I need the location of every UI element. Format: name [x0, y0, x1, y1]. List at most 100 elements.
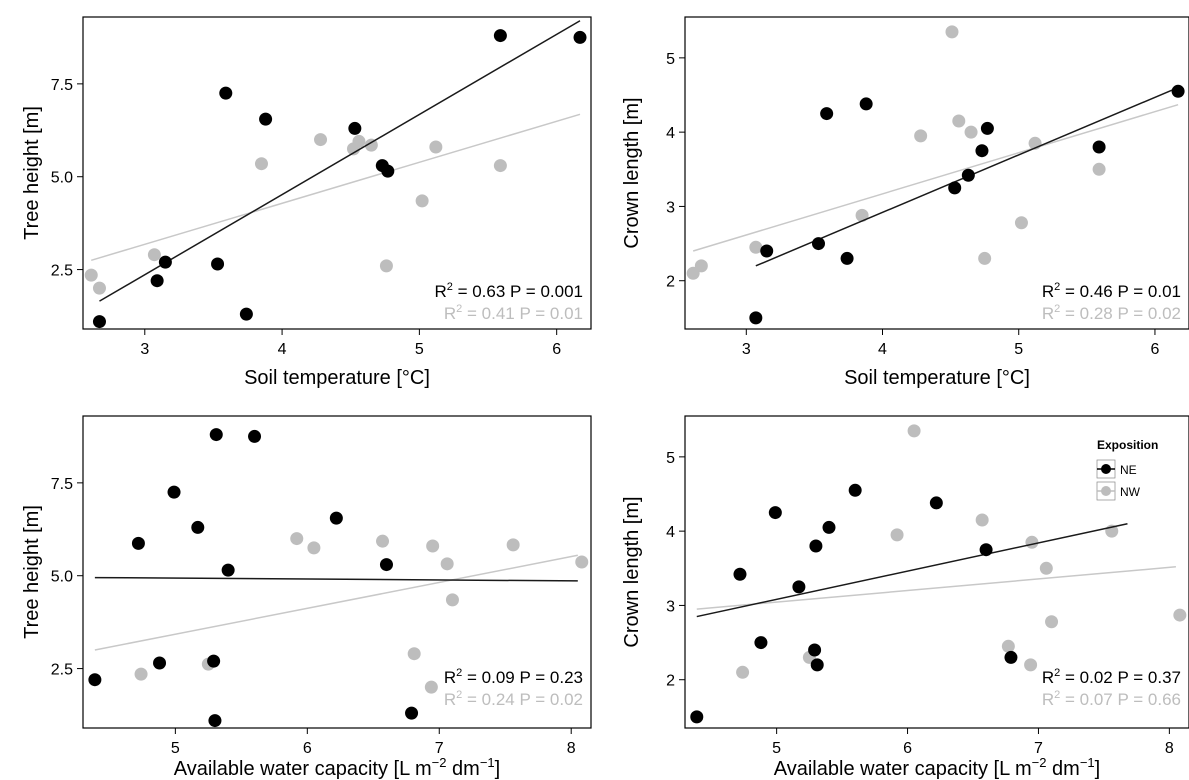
stat-p-value: 0.23: [550, 668, 583, 687]
x-tick-label: 6: [552, 341, 561, 358]
x-axis-label-sup: −1: [1080, 755, 1095, 770]
data-point-nw: [352, 134, 366, 148]
stat-p-symbol: P =: [505, 282, 540, 301]
stat-p-value: 0.37: [1148, 668, 1181, 687]
data-point-ne: [131, 536, 145, 550]
x-axis-label-main: Available water capacity [L m: [174, 758, 432, 780]
data-point-nw: [379, 259, 393, 273]
stat-r2-sup: 2: [456, 667, 462, 679]
stat-eq: =: [462, 690, 481, 709]
panel-3: 5 6 7 8 2.5 5.0 7.5 Tree height [m] Available wa…: [21, 415, 592, 780]
y-tick-label: 2.5: [51, 662, 73, 679]
data-point-ne: [209, 428, 223, 442]
data-point-ne: [493, 29, 507, 43]
data-point-ne: [749, 311, 763, 325]
x-tick-label: 8: [1165, 740, 1174, 757]
data-point-ne: [809, 539, 823, 553]
stat-nw: R2 = 0.24 P = 0.02: [444, 689, 583, 709]
x-axis-label-end: ]: [1095, 758, 1101, 780]
panel-2: 3 4 5 6 2 3 4 5 Crown length [m] Soil temperature…: [621, 16, 1189, 389]
x-tick-label: 8: [567, 740, 576, 757]
data-point-nw: [1045, 615, 1059, 629]
x-tick-label: 7: [435, 740, 444, 757]
stat-r2-value: 0.07: [1080, 690, 1113, 709]
data-point-ne: [1004, 650, 1018, 664]
stat-p-value: 0.66: [1148, 690, 1181, 709]
y-tick-label: 5.0: [51, 569, 73, 586]
data-point-ne: [381, 164, 395, 178]
data-point-ne: [153, 656, 167, 670]
data-point-nw: [1024, 658, 1038, 672]
stat-r2-symbol: R: [1042, 282, 1054, 301]
legend: Exposition NE NW: [1096, 438, 1158, 501]
x-tick-label: 5: [171, 740, 180, 757]
data-point-nw: [855, 208, 869, 222]
y-axis-label: Tree height [m]: [21, 106, 43, 240]
data-point-ne: [1171, 84, 1185, 98]
stat-eq: =: [1060, 282, 1079, 301]
data-point-nw: [1014, 216, 1028, 230]
data-point-nw: [907, 424, 921, 438]
data-point-ne: [191, 520, 205, 534]
stat-eq: =: [1060, 690, 1079, 709]
stat-p-symbol: P =: [1113, 304, 1148, 323]
data-point-ne: [754, 636, 768, 650]
legend-label: NE: [1120, 463, 1137, 477]
data-point-nw: [376, 534, 390, 548]
stat-nw: R2 = 0.41 P = 0.01: [444, 303, 583, 323]
legend-item-nw: NW: [1096, 481, 1141, 501]
x-tick-label: 4: [278, 341, 287, 358]
data-point-nw: [426, 539, 440, 553]
stat-r2-symbol: R: [444, 304, 456, 323]
x-axis-label-sup: −2: [432, 755, 447, 770]
x-tick-label: 6: [903, 740, 912, 757]
data-point-ne: [348, 121, 362, 135]
data-point-ne: [167, 485, 181, 499]
y-tick-label: 4: [666, 125, 675, 142]
y-axis-label: Tree height [m]: [21, 505, 43, 639]
data-point-nw: [890, 528, 904, 542]
data-point-nw: [290, 532, 304, 546]
data-point-ne: [975, 144, 989, 158]
data-point-ne: [820, 107, 834, 121]
regression-line-nw: [94, 554, 578, 651]
y-tick-label: 5: [666, 450, 675, 467]
regression-line-nw: [692, 103, 1179, 252]
data-point-nw: [914, 129, 928, 143]
data-point-ne: [573, 30, 587, 44]
stat-ne: R2 = 0.46 P = 0.01: [1042, 281, 1181, 301]
y-tick-label: 4: [666, 524, 675, 541]
data-point-nw: [429, 140, 443, 154]
stat-p-value: 0.02: [1148, 304, 1181, 323]
data-point-ne: [92, 315, 106, 329]
data-point-ne: [158, 255, 172, 269]
data-point-nw: [975, 513, 989, 527]
data-point-ne: [792, 580, 806, 594]
data-point-ne: [760, 244, 774, 258]
stat-nw: R2 = 0.07 P = 0.66: [1042, 689, 1181, 709]
data-point-nw: [364, 138, 378, 152]
stat-r2-value: 0.09: [482, 668, 515, 687]
stat-p-value: 0.02: [550, 690, 583, 709]
stat-r2-symbol: R: [1042, 668, 1054, 687]
data-point-nw: [575, 555, 589, 569]
stat-r2-sup: 2: [1054, 667, 1060, 679]
data-point-nw: [424, 680, 438, 694]
stat-p-value: 0.001: [540, 282, 583, 301]
stat-p-symbol: P =: [515, 668, 550, 687]
data-point-ne: [690, 710, 704, 724]
stat-eq: =: [462, 668, 481, 687]
stat-r2-value: 0.28: [1080, 304, 1113, 323]
data-point-ne: [88, 673, 102, 687]
x-axis-label-main: Available water capacity [L m: [774, 758, 1032, 780]
stat-r2-symbol: R: [1042, 304, 1054, 323]
legend-label: NW: [1120, 485, 1141, 499]
regression-line-ne: [99, 20, 581, 302]
x-axis-label-unit: dm: [1047, 758, 1080, 780]
data-point-nw: [134, 667, 148, 681]
x-axis-label-sup: −1: [480, 755, 495, 770]
data-point-nw: [1025, 535, 1039, 549]
stat-r2-value: 0.02: [1080, 668, 1113, 687]
data-point-nw: [314, 133, 328, 147]
x-axis-label: Available water capacity [L m−2 dm−1]: [774, 755, 1100, 780]
